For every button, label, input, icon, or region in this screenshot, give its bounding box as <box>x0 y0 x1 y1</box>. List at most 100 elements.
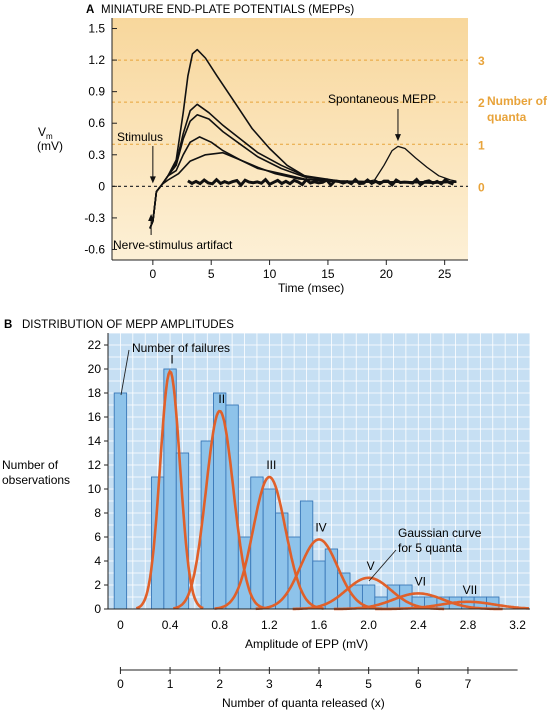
quanta-tick-label: 0 <box>117 677 124 691</box>
mepp-traces <box>149 48 457 229</box>
x-tick-label: 1.6 <box>311 618 328 632</box>
x-tick-label: 1.2 <box>261 618 278 632</box>
quanta-reference-lines <box>112 59 468 145</box>
artifact-arrow-head <box>148 214 155 221</box>
gaussian-label-VI: VI <box>415 574 426 588</box>
gaussian-curve-II <box>173 409 266 610</box>
y-tick-label: 2 <box>94 578 101 592</box>
failures-annotation: Number of failures <box>132 341 230 355</box>
x-tick-label: 0.8 <box>211 618 228 632</box>
x-tick-label: 2.8 <box>460 618 477 632</box>
spontaneous-arrow-head <box>394 134 401 142</box>
quanta-tick-label: 2 <box>216 677 223 691</box>
mepp-trace-6 <box>339 145 457 183</box>
artifact-annotation: Nerve-stimulus artifact <box>113 238 233 252</box>
x-tick-label: 0.4 <box>162 618 179 632</box>
gaussian-curve-IV <box>255 538 383 611</box>
failures-leader-line <box>120 349 130 396</box>
y-tick-label: 18 <box>88 386 102 400</box>
quanta-tick-label-0: 0 <box>478 180 485 194</box>
histogram-bar <box>312 560 326 610</box>
y-tick-label: 0.9 <box>88 85 105 99</box>
histogram-bar <box>349 584 363 610</box>
gaussian-label-V: V <box>367 559 375 573</box>
quanta-tick-label-3: 3 <box>478 54 485 68</box>
y-tick-label: 12 <box>88 458 102 472</box>
panel-b-ylabel-line2: observations <box>2 473 70 487</box>
histogram-bar <box>175 452 190 610</box>
histogram-bar <box>113 392 128 610</box>
y-tick-label: 6 <box>94 530 101 544</box>
quanta-tick-label-1: 1 <box>478 138 485 152</box>
mepp-trace-5 <box>149 48 457 229</box>
gaussian-curve-III <box>214 475 324 610</box>
y-tick-label: 16 <box>88 410 102 424</box>
quanta-tick-label: 4 <box>316 677 323 691</box>
panel-a-ylabel-unit: (mV) <box>37 139 63 153</box>
y-tick-label: 4 <box>94 554 101 568</box>
spontaneous-arrow <box>394 109 401 142</box>
quanta-tick-label: 7 <box>465 677 472 691</box>
mepp-baseline-noise <box>187 177 454 188</box>
y-tick-label: 10 <box>88 482 102 496</box>
gaussian-label-VII: VII <box>463 583 478 597</box>
y-tick-label: 0 <box>94 602 101 616</box>
x-tick-label: 10 <box>263 267 277 281</box>
y-tick-label: 1.5 <box>88 22 105 36</box>
gaussian-label-II: II <box>218 392 225 406</box>
quanta-tick-label: 6 <box>415 677 422 691</box>
x-tick-label: 20 <box>380 267 394 281</box>
y-tick-label: -0.3 <box>84 211 105 225</box>
histogram-bar <box>262 488 277 610</box>
x-tick-label: 2.0 <box>360 618 377 632</box>
quanta-tick-label-2: 2 <box>478 96 485 110</box>
quanta-right-axis: 0 1 2 3 <box>478 54 485 194</box>
x-tick-label: 25 <box>438 267 452 281</box>
panel-b-xlabel: Amplitude of EPP (mV) <box>245 637 368 651</box>
panel-a-title: MINIATURE END-PLATE POTENTIALS (MEPPs) <box>101 4 354 16</box>
histogram-bars <box>113 368 500 610</box>
y-tick-label: 1.2 <box>88 53 105 67</box>
gaussian-curve-I <box>135 369 204 610</box>
x-tick-label: 3.2 <box>509 618 526 632</box>
x-tick-label: 0 <box>117 618 124 632</box>
gaussian-leader-line <box>368 549 397 582</box>
panel-a-y-axis: -0.6 -0.3 0 0.3 0.6 0.9 1.2 1.5 <box>84 18 117 260</box>
gaussian-curve-VI <box>333 592 503 611</box>
x-tick-label: 5 <box>208 267 215 281</box>
spontaneous-annotation: Spontaneous MEPP <box>328 92 436 106</box>
y-tick-label: 20 <box>88 362 102 376</box>
stimulus-arrow <box>149 146 156 184</box>
panel-a-x-axis: 0 5 10 15 20 25 <box>112 259 468 281</box>
panel-a-xlabel: Time (msec) <box>278 281 344 295</box>
stimulus-arrow-head <box>149 176 156 184</box>
x-tick-label: 2.4 <box>410 618 427 632</box>
quanta-tick-label: 5 <box>365 677 372 691</box>
y-tick-label: 0 <box>98 179 105 193</box>
panel-b-y-axis: 0 2 4 6 8 10 12 14 16 18 20 22 <box>88 333 109 616</box>
panel-b-ylabel-line1: Number of <box>2 458 59 472</box>
gaussian-label-III: III <box>266 458 276 472</box>
gaussian-annotation-line1: Gaussian curve <box>398 526 482 540</box>
quanta-axis-label: Number of quanta released (x) <box>222 696 385 710</box>
y-tick-label: 14 <box>88 434 102 448</box>
y-tick-label: -0.6 <box>84 242 105 256</box>
quanta-tick-label: 3 <box>266 677 273 691</box>
panel-b-x-axis: 0 0.4 0.8 1.2 1.6 2.0 2.4 2.8 3.2 <box>108 608 530 632</box>
gaussian-label-IV: IV <box>315 520 326 534</box>
artifact-arrow <box>148 214 155 235</box>
panel-a: A MINIATURE END-PLATE POTENTIALS (MEPPs)… <box>37 4 548 295</box>
x-tick-label: 15 <box>321 267 335 281</box>
right-axis-title-line2: quanta <box>487 110 527 124</box>
panel-b-letter: B <box>4 319 12 331</box>
y-tick-label: 0.6 <box>88 116 105 130</box>
y-tick-label: 8 <box>94 506 101 520</box>
y-tick-label: 0.3 <box>88 148 105 162</box>
right-axis-title-line1: Number of <box>487 94 548 108</box>
quanta-tick-label: 1 <box>167 677 174 691</box>
stimulus-annotation: Stimulus <box>117 130 163 144</box>
quanta-released-axis: 0 1 2 3 4 5 6 7 <box>117 667 518 691</box>
panel-a-ylabel: Vm <box>38 125 53 141</box>
panel-b-title: DISTRIBUTION OF MEPP AMPLITUDES <box>22 319 234 331</box>
